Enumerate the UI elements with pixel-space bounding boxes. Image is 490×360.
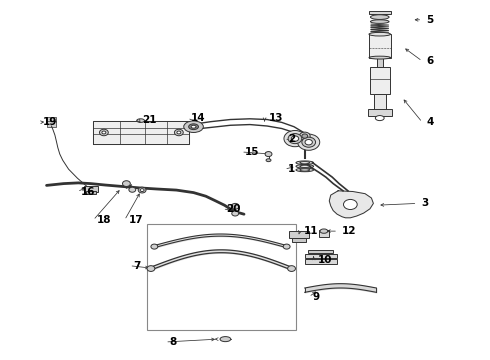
Ellipse shape [177, 131, 181, 134]
Bar [47, 117, 56, 122]
Ellipse shape [102, 131, 106, 134]
Ellipse shape [302, 134, 308, 138]
Bar [289, 231, 309, 238]
Bar [318, 230, 329, 237]
Text: 16: 16 [81, 186, 96, 197]
Ellipse shape [266, 159, 271, 162]
Text: 6: 6 [426, 56, 434, 66]
Text: 12: 12 [342, 226, 357, 236]
Ellipse shape [369, 32, 391, 36]
Ellipse shape [265, 152, 272, 157]
Ellipse shape [296, 168, 314, 172]
Ellipse shape [140, 189, 144, 192]
Ellipse shape [288, 266, 295, 271]
Ellipse shape [191, 125, 196, 128]
Ellipse shape [370, 20, 389, 23]
Ellipse shape [283, 244, 290, 249]
Text: 18: 18 [97, 215, 112, 225]
Polygon shape [93, 121, 189, 144]
Bar [47, 121, 56, 127]
Ellipse shape [300, 169, 310, 171]
Ellipse shape [122, 181, 130, 186]
Ellipse shape [296, 161, 314, 165]
Ellipse shape [375, 116, 384, 121]
Text: 19: 19 [43, 117, 57, 127]
Ellipse shape [189, 124, 198, 130]
Bar [86, 191, 96, 194]
Ellipse shape [296, 165, 314, 168]
Text: 21: 21 [142, 114, 157, 125]
Bar [377, 58, 383, 67]
Ellipse shape [300, 165, 310, 167]
Bar [305, 259, 337, 264]
Ellipse shape [138, 187, 146, 193]
Bar [305, 254, 337, 258]
Text: 7: 7 [133, 261, 141, 271]
Ellipse shape [99, 129, 108, 136]
Ellipse shape [147, 266, 155, 271]
Polygon shape [329, 191, 373, 218]
Ellipse shape [232, 211, 239, 216]
Text: 9: 9 [313, 292, 320, 302]
Ellipse shape [291, 136, 298, 141]
Ellipse shape [129, 187, 136, 192]
Ellipse shape [302, 137, 316, 147]
Text: 11: 11 [304, 226, 318, 236]
Ellipse shape [298, 134, 319, 150]
Ellipse shape [343, 199, 357, 210]
Text: 14: 14 [191, 113, 206, 123]
Ellipse shape [137, 119, 145, 122]
Text: 5: 5 [426, 15, 434, 25]
Bar [369, 11, 391, 14]
Ellipse shape [288, 134, 302, 144]
Ellipse shape [299, 132, 310, 140]
Ellipse shape [300, 162, 310, 164]
Ellipse shape [369, 56, 391, 59]
Text: 10: 10 [318, 255, 332, 265]
Text: 13: 13 [269, 113, 283, 123]
Ellipse shape [370, 15, 389, 19]
Ellipse shape [284, 130, 306, 147]
Ellipse shape [305, 140, 313, 145]
Ellipse shape [231, 203, 239, 209]
Bar [84, 186, 98, 192]
Bar [147, 224, 296, 330]
Bar [308, 250, 333, 253]
Text: 1: 1 [288, 164, 295, 174]
Text: 17: 17 [128, 215, 143, 225]
Bar [370, 67, 390, 94]
Ellipse shape [220, 337, 231, 342]
Bar [369, 34, 391, 58]
Bar [368, 109, 392, 116]
Text: 15: 15 [245, 147, 260, 157]
Ellipse shape [320, 229, 328, 233]
Ellipse shape [174, 129, 183, 136]
Text: 8: 8 [169, 337, 176, 347]
Bar [292, 238, 306, 242]
Bar [374, 94, 386, 110]
Text: 2: 2 [288, 134, 295, 144]
Ellipse shape [184, 121, 203, 132]
Text: 20: 20 [226, 204, 241, 214]
Ellipse shape [151, 244, 158, 249]
Text: 3: 3 [421, 198, 429, 208]
Text: 4: 4 [426, 117, 434, 127]
